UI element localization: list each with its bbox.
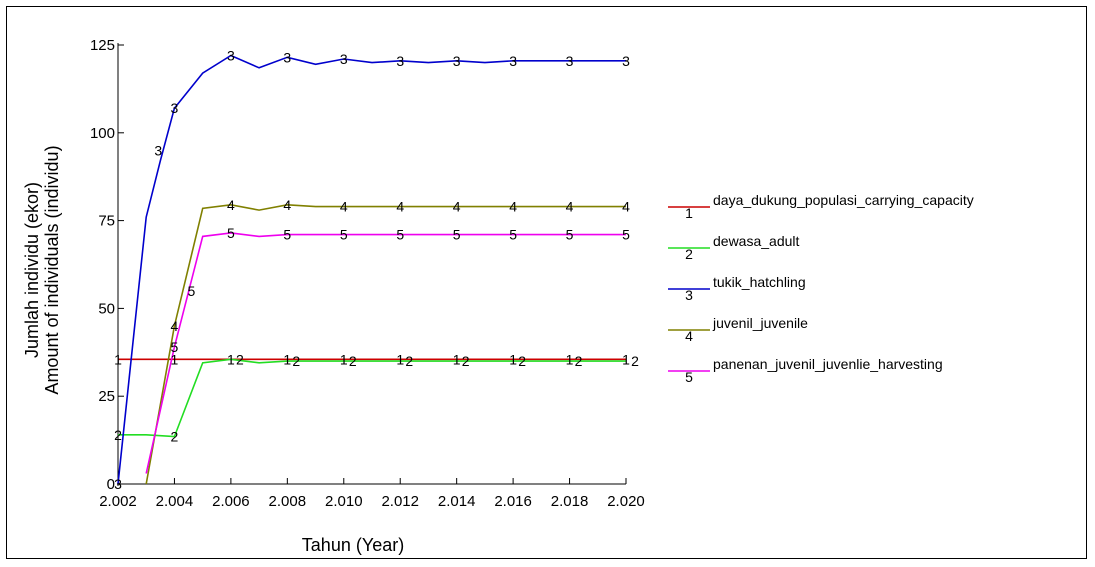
series-marker-3: 3 bbox=[114, 476, 122, 492]
series-marker-5: 5 bbox=[171, 339, 179, 355]
series-marker-1: 1 bbox=[566, 351, 574, 367]
y-tick-label: 0 bbox=[107, 476, 115, 493]
series-marker-3: 3 bbox=[227, 48, 235, 64]
x-tick-label: 2.014 bbox=[438, 493, 476, 510]
chart-axes: 2.002 2.004 2.006 2.008 2.010 2.012 2.014 2.016… bbox=[90, 37, 645, 510]
y-tick-label: 100 bbox=[90, 125, 115, 142]
series-marker-5: 5 bbox=[187, 283, 195, 299]
legend-label-5: panenan_juvenil_juvenlie_harvesting bbox=[713, 356, 943, 372]
series-marker-5: 5 bbox=[622, 227, 630, 243]
x-axis-title: Tahun (Year) bbox=[302, 535, 404, 555]
series-marker-2: 2 bbox=[349, 353, 357, 369]
series-marker-1: 1 bbox=[114, 351, 122, 367]
legend-label-2: dewasa_adult bbox=[713, 233, 800, 249]
series-marker-2: 2 bbox=[405, 353, 413, 369]
series-marker-3: 3 bbox=[154, 142, 162, 158]
series-marker-1: 1 bbox=[171, 351, 179, 367]
series-line-5 bbox=[145, 232, 626, 474]
x-tick-label: 2.010 bbox=[325, 493, 363, 510]
chart-legend: 1 daya_dukung_populasi_carrying_capacity 2… bbox=[668, 192, 974, 385]
series-marker-5: 5 bbox=[396, 227, 404, 243]
series-line-4 bbox=[145, 203, 626, 485]
series-line-3 bbox=[117, 54, 626, 485]
series-marker-2: 2 bbox=[171, 429, 179, 445]
series-line-2 bbox=[118, 358, 626, 438]
series-marker-3: 3 bbox=[283, 49, 291, 65]
series-marker-4: 4 bbox=[396, 199, 404, 215]
series-marker-4: 4 bbox=[566, 199, 574, 215]
series-marker-1: 1 bbox=[509, 351, 517, 367]
legend-marker-3: 3 bbox=[685, 287, 693, 303]
series-marker-2: 2 bbox=[114, 427, 122, 443]
series-marker-1: 1 bbox=[453, 351, 461, 367]
series-marker-4: 4 bbox=[340, 199, 348, 215]
series-marker-5: 5 bbox=[283, 227, 291, 243]
legend-marker-2: 2 bbox=[685, 246, 693, 262]
series-marker-3: 3 bbox=[509, 53, 517, 69]
series-marker-1: 1 bbox=[283, 351, 291, 367]
legend-label-1: daya_dukung_populasi_carrying_capacity bbox=[713, 192, 974, 208]
chart-series bbox=[117, 54, 626, 485]
x-tick-label: 2.020 bbox=[607, 493, 645, 510]
x-tick-label: 2.006 bbox=[212, 493, 250, 510]
x-tick-label: 2.018 bbox=[551, 493, 589, 510]
series-marker-4: 4 bbox=[171, 318, 179, 334]
x-tick-label: 2.002 bbox=[99, 493, 137, 510]
y-axis-title-line1: Jumlah individu (ekor) bbox=[22, 182, 42, 358]
x-tick-label: 2.004 bbox=[156, 493, 194, 510]
series-marker-2: 2 bbox=[631, 353, 639, 369]
legend-marker-4: 4 bbox=[685, 328, 693, 344]
series-marker-4: 4 bbox=[453, 199, 461, 215]
series-marker-5: 5 bbox=[566, 227, 574, 243]
legend-label-3: tukik_hatchling bbox=[713, 274, 806, 290]
x-tick-label: 2.008 bbox=[269, 493, 307, 510]
series-marker-2: 2 bbox=[462, 353, 470, 369]
series-marker-1: 1 bbox=[340, 351, 348, 367]
x-tick-label: 2.012 bbox=[381, 493, 419, 510]
series-marker-5: 5 bbox=[453, 227, 461, 243]
series-marker-1: 1 bbox=[227, 351, 235, 367]
series-marker-3: 3 bbox=[171, 100, 179, 116]
chart-frame bbox=[6, 6, 1087, 559]
y-tick-label: 25 bbox=[98, 388, 115, 405]
y-tick-label: 50 bbox=[98, 300, 115, 317]
y-tick-label: 75 bbox=[98, 213, 115, 230]
series-marker-3: 3 bbox=[566, 53, 574, 69]
series-marker-5: 5 bbox=[227, 225, 235, 241]
series-marker-1: 1 bbox=[396, 351, 404, 367]
legend-label-4: juvenil_juvenile bbox=[712, 315, 808, 331]
series-marker-1: 1 bbox=[622, 351, 630, 367]
series-marker-2: 2 bbox=[518, 353, 526, 369]
series-marker-4: 4 bbox=[283, 197, 291, 213]
series-marker-3: 3 bbox=[396, 53, 404, 69]
legend-marker-5: 5 bbox=[685, 369, 693, 385]
series-marker-4: 4 bbox=[622, 199, 630, 215]
series-marker-3: 3 bbox=[622, 53, 630, 69]
series-marker-2: 2 bbox=[236, 351, 244, 367]
series-marker-5: 5 bbox=[340, 227, 348, 243]
y-tick-label: 125 bbox=[90, 37, 115, 54]
series-marker-5: 5 bbox=[509, 227, 517, 243]
series-marker-2: 2 bbox=[292, 353, 300, 369]
series-marker-3: 3 bbox=[453, 53, 461, 69]
x-tick-label: 2.016 bbox=[494, 493, 532, 510]
series-marker-2: 2 bbox=[575, 353, 583, 369]
legend-marker-1: 1 bbox=[685, 205, 693, 221]
series-marker-4: 4 bbox=[227, 197, 235, 213]
series-marker-4: 4 bbox=[509, 199, 517, 215]
y-axis-title-line2: Amount of individuals (individu) bbox=[42, 145, 62, 394]
series-marker-3: 3 bbox=[340, 51, 348, 67]
